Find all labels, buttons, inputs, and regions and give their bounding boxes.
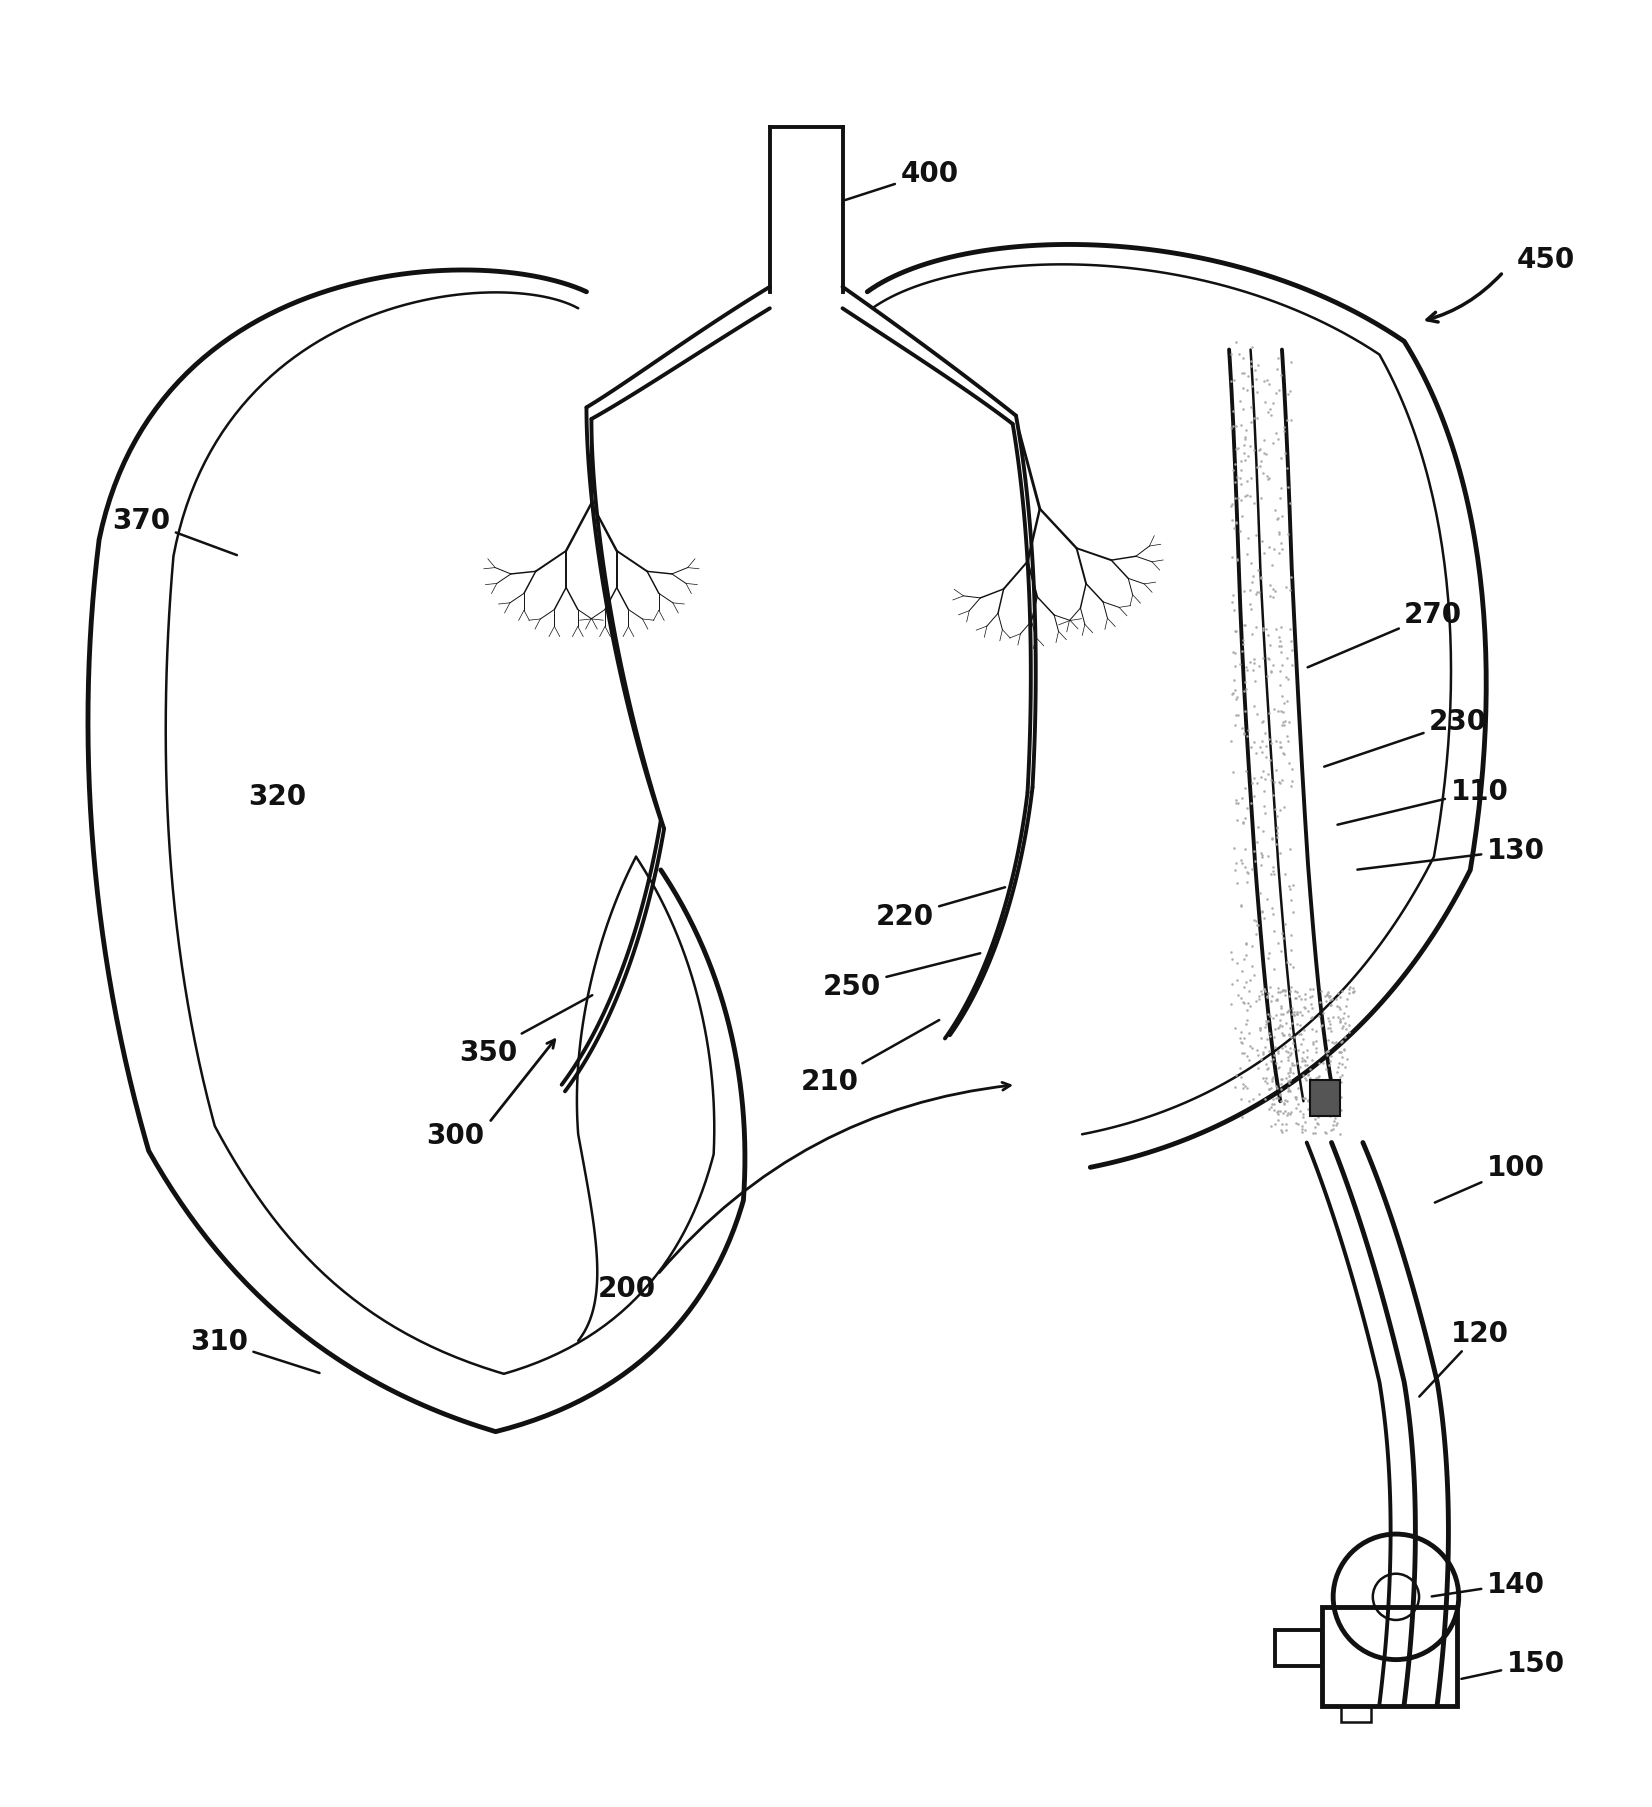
Text: 310: 310 — [190, 1326, 319, 1373]
Text: 400: 400 — [846, 159, 958, 201]
Text: 370: 370 — [112, 506, 236, 557]
Text: 230: 230 — [1325, 708, 1487, 768]
Text: 250: 250 — [823, 954, 980, 999]
Text: 150: 150 — [1462, 1650, 1564, 1679]
Text: 120: 120 — [1419, 1319, 1508, 1397]
Text: 320: 320 — [248, 782, 306, 810]
Bar — [1275, 1630, 1322, 1666]
Text: 220: 220 — [876, 887, 1004, 931]
Text: 450: 450 — [1517, 246, 1574, 273]
Text: 270: 270 — [1308, 600, 1462, 669]
Text: 210: 210 — [801, 1021, 940, 1095]
Text: 300: 300 — [426, 1120, 484, 1149]
Text: 350: 350 — [459, 996, 593, 1066]
Text: 110: 110 — [1338, 777, 1508, 826]
Text: 130: 130 — [1358, 837, 1545, 871]
Text: 140: 140 — [1432, 1570, 1545, 1597]
Bar — [1341, 1706, 1371, 1722]
Text: 100: 100 — [1436, 1153, 1545, 1203]
Bar — [1310, 1081, 1340, 1117]
Text: 200: 200 — [598, 1274, 656, 1303]
Bar — [1322, 1606, 1457, 1706]
